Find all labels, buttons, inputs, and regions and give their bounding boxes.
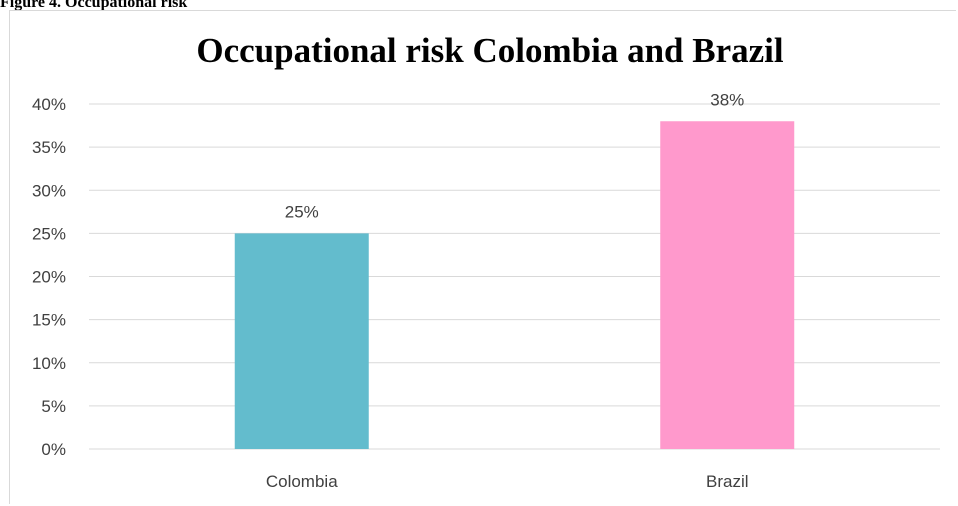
y-tick-label: 20% xyxy=(32,268,66,287)
y-tick-label: 30% xyxy=(32,181,66,200)
y-tick-label: 10% xyxy=(32,354,66,373)
y-tick-label: 15% xyxy=(32,311,66,330)
y-tick-label: 40% xyxy=(32,95,66,114)
figure-caption: Figure 4. Occupational risk xyxy=(0,0,188,11)
y-tick-label: 35% xyxy=(32,138,66,157)
gridlines xyxy=(89,103,940,450)
data-labels: 25% 38% xyxy=(285,90,745,221)
chart-title: Occupational risk Colombia and Brazil xyxy=(196,31,784,70)
x-axis-category-labels: Colombia Brazil xyxy=(266,472,749,491)
y-tick-label: 0% xyxy=(41,440,66,459)
y-tick-label: 5% xyxy=(41,397,66,416)
data-label-brazil: 38% xyxy=(710,90,744,109)
chart-frame xyxy=(9,10,956,504)
bar-colombia xyxy=(234,233,369,449)
category-label-brazil: Brazil xyxy=(706,472,749,491)
category-label-colombia: Colombia xyxy=(266,472,338,491)
bar-brazil xyxy=(660,121,795,449)
y-tick-label: 25% xyxy=(32,224,66,243)
data-label-colombia: 25% xyxy=(285,202,319,221)
y-axis-tick-labels: 0% 5% 10% 15% 20% 25% 30% 35% 40% xyxy=(32,95,66,459)
bars xyxy=(234,121,795,449)
